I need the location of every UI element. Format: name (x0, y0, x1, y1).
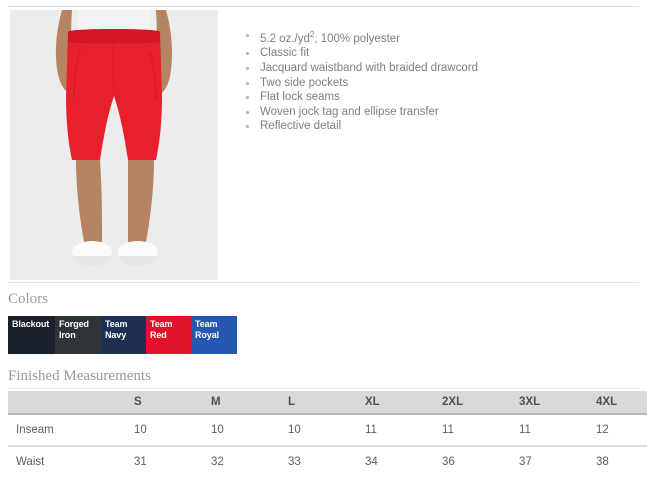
colors-divider (8, 282, 639, 283)
table-cell: 36 (438, 446, 515, 477)
column-header-blank (8, 391, 130, 415)
bullet-icon (246, 110, 249, 114)
list-item: Two side pockets (244, 76, 634, 91)
color-swatch-list: Blackout Forged Iron Team Navy Team Red Team… (8, 316, 237, 354)
list-item: Woven jock tag and ellipse transfer (244, 105, 634, 120)
feature-list: 5.2 oz./yd2, 100% polyester Classic fit … (244, 28, 634, 134)
color-swatch-team-red[interactable]: Team Red (146, 316, 191, 354)
row-label: Waist (8, 446, 130, 477)
list-item: Jacquard waistband with braided drawcord (244, 61, 634, 76)
list-item: Reflective detail (244, 119, 634, 134)
column-header-l: L (284, 391, 361, 415)
feature-text: Woven jock tag and ellipse transfer (260, 105, 439, 118)
column-header-3xl: 3XL (515, 391, 592, 415)
column-header-m: M (207, 391, 284, 415)
product-image[interactable] (10, 10, 218, 280)
feature-text: Classic fit (260, 47, 310, 60)
feature-text: Two side pockets (260, 76, 349, 89)
table-cell: 31 (130, 446, 207, 477)
list-item: Flat lock seams (244, 90, 634, 105)
bullet-icon (246, 67, 249, 71)
table-body: Inseam 10 10 10 11 11 11 12 Waist 31 32 33 34 36 37 38 (8, 414, 647, 477)
feature-text: Jacquard waistband with braided drawcord (260, 62, 478, 75)
table-cell: 11 (438, 414, 515, 447)
column-header-2xl: 2XL (438, 391, 515, 415)
color-swatch-team-navy[interactable]: Team Navy (101, 316, 146, 354)
measurements-table: S M L XL 2XL 3XL 4XL Inseam 10 10 10 11 11 11 1… (8, 391, 647, 477)
column-header-4xl: 4XL (592, 391, 647, 415)
color-swatch-forged-iron[interactable]: Forged Iron (55, 316, 101, 354)
measurements-divider (8, 388, 639, 389)
feature-text: Flat lock seams (260, 91, 340, 104)
feature-text: 5.2 oz./yd2, 100% polyester (260, 30, 400, 45)
table-cell: 12 (592, 414, 647, 447)
color-swatch-label: Team Red (150, 319, 173, 340)
color-swatch-team-royal[interactable]: Team Royal (191, 316, 237, 354)
measurements-heading: Finished Measurements (8, 368, 151, 384)
column-header-xl: XL (361, 391, 438, 415)
list-item: 5.2 oz./yd2, 100% polyester (244, 28, 634, 46)
table-cell: 34 (361, 446, 438, 477)
column-header-s: S (130, 391, 207, 415)
top-divider (8, 6, 639, 7)
row-label: Inseam (8, 414, 130, 447)
product-photo-illustration (10, 10, 218, 280)
color-swatch-label: Team Royal (195, 319, 220, 340)
table-cell: 32 (207, 446, 284, 477)
table-row: Waist 31 32 33 34 36 37 38 (8, 446, 647, 477)
table-cell: 10 (284, 414, 361, 447)
bullet-icon (246, 81, 249, 85)
feature-text: Reflective detail (260, 120, 342, 133)
bullet-icon (246, 52, 249, 56)
bullet-icon (246, 96, 249, 100)
table-row: Inseam 10 10 10 11 11 11 12 (8, 414, 647, 447)
table-cell: 33 (284, 446, 361, 477)
color-swatch-label: Blackout (12, 319, 50, 329)
table-cell: 10 (207, 414, 284, 447)
table-cell: 38 (592, 446, 647, 477)
table-cell: 11 (515, 414, 592, 447)
table-cell: 10 (130, 414, 207, 447)
product-overview: 5.2 oz./yd2, 100% polyester Classic fit … (0, 10, 647, 282)
bullet-icon (246, 34, 249, 37)
colors-heading: Colors (8, 291, 49, 307)
table-cell: 37 (515, 446, 592, 477)
table-cell: 11 (361, 414, 438, 447)
table-header: S M L XL 2XL 3XL 4XL (8, 391, 647, 415)
bullet-icon (246, 125, 249, 129)
color-swatch-label: Forged Iron (59, 319, 89, 340)
color-swatch-blackout[interactable]: Blackout (8, 316, 55, 354)
list-item: Classic fit (244, 46, 634, 61)
table-header-row: S M L XL 2XL 3XL 4XL (8, 391, 647, 415)
color-swatch-label: Team Navy (105, 319, 128, 340)
